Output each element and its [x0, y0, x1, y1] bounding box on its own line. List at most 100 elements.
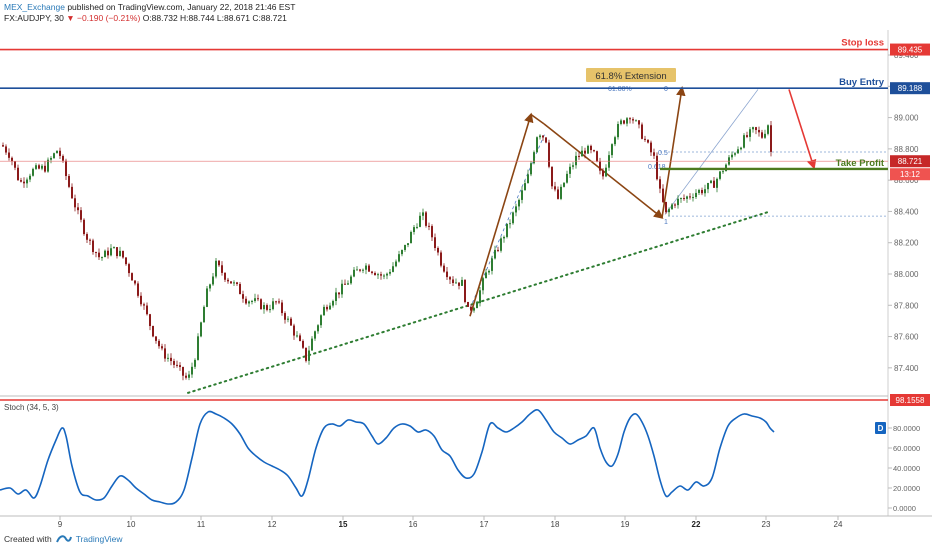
- candle-body: [182, 367, 184, 376]
- candle-body: [614, 137, 616, 145]
- candle-body: [11, 157, 13, 162]
- candle-body: [248, 301, 250, 304]
- candle-body: [455, 282, 457, 284]
- candle-body: [170, 357, 172, 362]
- candle-body: [128, 264, 130, 274]
- candle-body: [371, 271, 373, 273]
- candle-body: [596, 151, 598, 162]
- candle-body: [707, 182, 709, 190]
- candle-body: [116, 247, 118, 257]
- candle-body: [563, 182, 565, 187]
- candle-body: [602, 170, 604, 177]
- candle-body: [560, 186, 562, 199]
- candle-body: [416, 226, 418, 228]
- candle-body: [680, 198, 682, 200]
- candle-body: [356, 269, 358, 271]
- candle-body: [308, 350, 310, 361]
- candle-body: [305, 347, 307, 361]
- candle-body: [23, 181, 25, 184]
- candle-body: [407, 243, 409, 245]
- candle-body: [521, 190, 523, 200]
- candle-body: [599, 161, 601, 171]
- fib-label: 1: [664, 219, 668, 226]
- candle-body: [557, 189, 559, 199]
- candle-body: [179, 365, 181, 368]
- candle-body: [215, 260, 217, 277]
- stoch-tick-label: 20.0000: [893, 484, 920, 493]
- candle-body: [662, 188, 664, 202]
- candle-body: [314, 331, 316, 339]
- candle-body: [767, 125, 769, 134]
- candle-body: [647, 139, 649, 143]
- candles: [2, 116, 772, 381]
- candle-body: [293, 325, 295, 336]
- candle-body: [176, 364, 178, 366]
- candle-body: [296, 335, 298, 337]
- candle-body: [719, 171, 721, 179]
- countdown-badge: [890, 168, 930, 181]
- candle-body: [188, 374, 190, 378]
- candle-body: [218, 260, 220, 266]
- candle-body: [317, 325, 319, 332]
- candle-body: [428, 225, 430, 227]
- candle-body: [701, 189, 703, 194]
- candle-body: [344, 283, 346, 285]
- candle-body: [527, 174, 529, 184]
- candle-body: [593, 150, 595, 152]
- candle-body: [368, 265, 370, 272]
- candle-body: [485, 272, 487, 279]
- candle-body: [74, 198, 76, 208]
- candle-body: [530, 163, 532, 175]
- price-tick-label: 87.800: [894, 301, 919, 310]
- candle-body: [29, 175, 31, 180]
- candle-body: [710, 180, 712, 183]
- time-axis-ticks: 9 10 11 12 15 16 17 18 19 22 23 24: [58, 516, 843, 529]
- candle-body: [299, 335, 301, 341]
- candle-body: [161, 346, 163, 349]
- candle-body: [734, 153, 736, 155]
- candle-body: [740, 147, 742, 150]
- candle-body: [110, 248, 112, 256]
- candle-body: [221, 265, 223, 273]
- candle-body: [683, 198, 685, 200]
- candle-body: [650, 142, 652, 153]
- candle-body: [56, 150, 58, 154]
- candle-body: [86, 234, 88, 240]
- candle-body: [245, 298, 247, 304]
- candle-body: [38, 165, 40, 169]
- candle-body: [101, 257, 103, 259]
- candle-body: [623, 120, 625, 124]
- candle-body: [209, 284, 211, 289]
- candle-body: [467, 301, 469, 307]
- candle-body: [713, 180, 715, 188]
- tradingview-brand[interactable]: TradingView: [75, 534, 123, 544]
- candle-body: [203, 306, 205, 323]
- candle-body: [695, 192, 697, 198]
- candle-body: [353, 269, 355, 277]
- candle-body: [377, 274, 379, 276]
- candle-body: [335, 292, 337, 302]
- candle-body: [512, 212, 514, 224]
- candle-body: [635, 120, 637, 122]
- candle-body: [242, 294, 244, 299]
- candle-body: [143, 304, 145, 306]
- candle-body: [251, 300, 253, 302]
- publisher-link[interactable]: MEX_Exchange: [4, 2, 65, 12]
- candle-body: [230, 281, 232, 284]
- candle-body: [266, 305, 268, 310]
- candle-body: [374, 272, 376, 276]
- candle-body: [752, 127, 754, 130]
- candle-body: [113, 247, 115, 249]
- candle-body: [131, 273, 133, 281]
- candle-body: [350, 276, 352, 284]
- stoch-d-badge: [875, 422, 886, 434]
- candle-body: [491, 258, 493, 271]
- candle-body: [506, 223, 508, 237]
- candle-body: [518, 199, 520, 207]
- candle-body: [746, 135, 748, 137]
- candle-body: [62, 155, 64, 161]
- candle-body: [95, 252, 97, 254]
- candle-body: [272, 301, 274, 310]
- price-tick-label: 88.400: [894, 207, 919, 216]
